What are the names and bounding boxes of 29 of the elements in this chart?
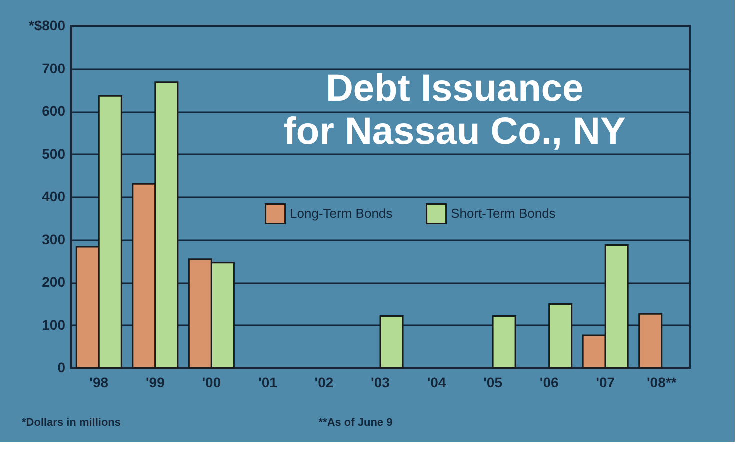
text: Debt Issuance for Nassau Co., NY — [284, 68, 626, 153]
y-tick-label: 400 — [42, 188, 66, 204]
y-tick-label: 700 — [42, 60, 66, 76]
y-tick-label: 600 — [42, 103, 66, 119]
x-tick-label: '99 — [146, 374, 166, 390]
x-tick-label: '02 — [314, 374, 334, 390]
legend-label: Short-Term Bonds — [451, 206, 556, 221]
x-tick-label: '04 — [427, 374, 446, 390]
bar — [380, 316, 404, 369]
x-tick-label: '06 — [540, 374, 559, 390]
text: **As of June 9 — [318, 417, 393, 429]
x-tick-label: '05 — [484, 374, 503, 390]
x-tick-label: '98 — [90, 374, 109, 390]
x-tick-label: '01 — [258, 374, 278, 390]
bar — [492, 316, 516, 369]
bar — [638, 313, 663, 369]
x-tick-label: '08** — [646, 374, 678, 390]
x-tick-label: '00 — [202, 374, 222, 390]
y-tick-label: 300 — [42, 231, 66, 248]
y-tick-label: *$800 — [28, 18, 66, 34]
y-tick-label: 500 — [42, 146, 66, 162]
y-tick-label: 100 — [42, 316, 66, 333]
y-tick-label: 0 — [58, 360, 66, 376]
x-tick-label: '03 — [371, 374, 390, 390]
x-tick-label: '07 — [596, 374, 616, 390]
y-tick-label: 200 — [42, 274, 66, 290]
text: *Dollars in millions — [22, 417, 122, 429]
legend-label: Long-Term Bonds — [290, 206, 394, 221]
bar — [548, 304, 573, 369]
